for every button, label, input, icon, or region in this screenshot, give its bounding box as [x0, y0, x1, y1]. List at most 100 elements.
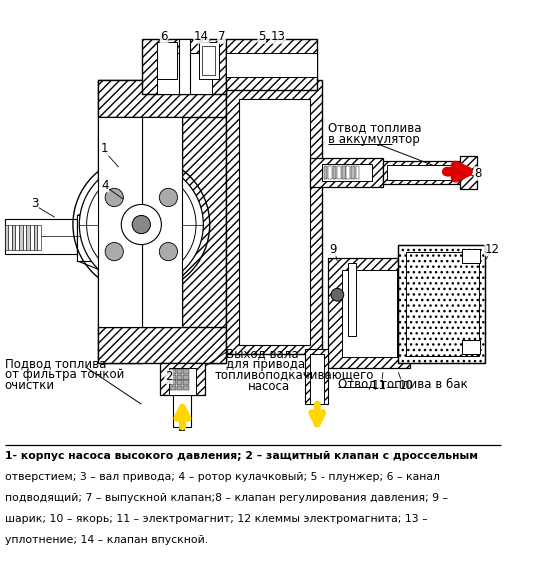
Bar: [177, 386, 182, 391]
Text: Подвод топлива: Подвод топлива: [4, 357, 106, 370]
Bar: [333, 166, 336, 179]
Circle shape: [331, 288, 343, 301]
Text: 11: 11: [372, 380, 387, 392]
Bar: [328, 166, 332, 179]
Bar: [337, 166, 341, 179]
Circle shape: [132, 215, 151, 234]
Bar: [342, 270, 397, 357]
Text: 8: 8: [474, 167, 481, 180]
Bar: [398, 245, 485, 363]
Text: очистки: очистки: [4, 378, 55, 392]
Text: 6: 6: [160, 30, 168, 43]
Circle shape: [160, 242, 177, 260]
Bar: [171, 386, 176, 391]
Text: подводящий; 7 – выпускной клапан;8 – клапан регулирования давления; 9 –: подводящий; 7 – выпускной клапан;8 – кла…: [4, 492, 448, 503]
Bar: [226, 81, 322, 354]
Text: шарик; 10 – якорь; 11 – электромагнит; 12 клеммы электромагнита; 13 –: шарик; 10 – якорь; 11 – электромагнит; 1…: [4, 513, 427, 524]
Bar: [168, 368, 196, 395]
Bar: [346, 166, 350, 179]
Bar: [8, 224, 12, 250]
Bar: [398, 245, 485, 363]
Text: для привода: для привода: [226, 357, 305, 371]
Bar: [142, 117, 182, 326]
Bar: [78, 215, 100, 261]
Bar: [16, 224, 19, 250]
Bar: [12, 224, 16, 250]
Bar: [171, 370, 176, 374]
Bar: [171, 380, 176, 385]
Bar: [177, 370, 182, 374]
Bar: [348, 263, 356, 336]
Bar: [183, 375, 189, 380]
Bar: [99, 326, 226, 363]
Bar: [310, 158, 383, 187]
Bar: [305, 349, 328, 404]
Bar: [462, 249, 480, 263]
Bar: [4, 224, 8, 250]
Bar: [182, 81, 226, 363]
Bar: [177, 380, 182, 385]
Bar: [183, 380, 189, 385]
Text: 14: 14: [194, 30, 209, 43]
Text: отверстием; 3 – вал привода; 4 – ротор кулачковый; 5 - плунжер; 6 – канал: отверстием; 3 – вал привода; 4 – ротор к…: [4, 472, 439, 482]
Bar: [322, 164, 372, 181]
Text: Отвод топлива в бак: Отвод топлива в бак: [338, 377, 468, 390]
Bar: [226, 53, 317, 77]
Bar: [173, 395, 192, 427]
Text: насоса: насоса: [248, 380, 290, 392]
Circle shape: [79, 162, 203, 287]
Text: Выход вала: Выход вала: [226, 347, 299, 360]
Text: топливоподкачивающего: топливоподкачивающего: [214, 369, 373, 381]
Bar: [460, 156, 477, 189]
Circle shape: [121, 204, 161, 245]
Bar: [157, 42, 177, 79]
Text: 3: 3: [31, 197, 38, 210]
Text: Отвод топлива: Отвод топлива: [328, 121, 422, 134]
Bar: [142, 40, 226, 94]
Bar: [183, 370, 189, 374]
Bar: [202, 46, 215, 75]
Bar: [406, 252, 479, 356]
Bar: [171, 375, 176, 380]
Bar: [383, 161, 460, 185]
Bar: [387, 165, 456, 180]
Circle shape: [160, 188, 177, 207]
Bar: [351, 166, 355, 179]
Bar: [157, 53, 212, 94]
Bar: [310, 354, 324, 404]
Bar: [37, 224, 41, 250]
Bar: [99, 117, 142, 326]
Polygon shape: [78, 206, 100, 270]
Text: 5: 5: [258, 30, 265, 43]
Bar: [177, 375, 182, 380]
Bar: [356, 166, 359, 179]
Text: в аккумулятор: в аккумулятор: [328, 133, 420, 147]
Bar: [99, 81, 142, 363]
Text: 7: 7: [218, 30, 225, 43]
Text: 9: 9: [329, 242, 336, 256]
Bar: [239, 99, 310, 345]
Bar: [226, 40, 317, 89]
Text: 4: 4: [101, 179, 109, 192]
Bar: [342, 166, 346, 179]
Text: 13: 13: [271, 30, 285, 43]
Bar: [179, 40, 189, 94]
Text: 1: 1: [101, 142, 109, 155]
Text: от фильтра тонкой: от фильтра тонкой: [4, 368, 124, 381]
Bar: [4, 219, 78, 253]
Bar: [183, 386, 189, 391]
Text: 12: 12: [485, 242, 500, 256]
Bar: [23, 224, 27, 250]
Bar: [34, 224, 37, 250]
Bar: [30, 224, 34, 250]
Bar: [328, 258, 411, 368]
Text: уплотнение; 14 – клапан впускной.: уплотнение; 14 – клапан впускной.: [4, 534, 208, 544]
Text: 1- корпус насоса высокого давления; 2 – защитный клапан с дроссельным: 1- корпус насоса высокого давления; 2 – …: [4, 451, 478, 461]
Circle shape: [105, 188, 124, 207]
Bar: [27, 224, 30, 250]
Bar: [462, 340, 480, 354]
Circle shape: [86, 170, 196, 279]
Bar: [99, 81, 226, 117]
Circle shape: [105, 242, 124, 260]
Bar: [199, 42, 219, 79]
